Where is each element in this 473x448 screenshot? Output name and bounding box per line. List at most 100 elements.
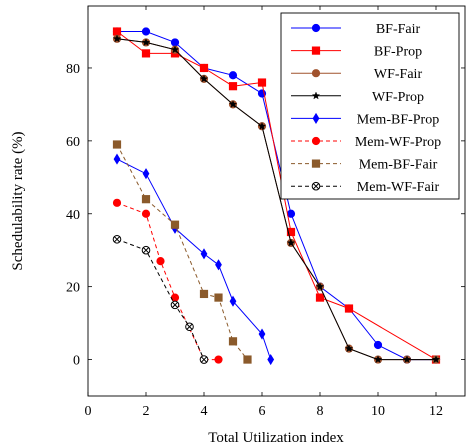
- legend-label-bf-fair: BF-Fair: [376, 22, 421, 37]
- legend-marker-mem-bf-prop: [312, 112, 320, 124]
- data-point-mem-wf-fair: [112, 234, 122, 244]
- x-tick-label: 12: [429, 404, 443, 419]
- data-point-mem-bf-prop: [113, 153, 121, 165]
- data-point-mem-bf-prop: [229, 295, 237, 307]
- legend-item-bf-fair: BF-Fair: [291, 22, 421, 37]
- data-point-mem-wf-fair: [141, 245, 151, 255]
- data-point-mem-wf-fair-cross: [143, 247, 149, 254]
- series-layer: [112, 27, 441, 366]
- data-point-bf-fair: [170, 38, 180, 47]
- data-point-mem-wf-fair-cross: [201, 356, 207, 363]
- legend-item-bf-prop: BF-Prop: [291, 45, 422, 60]
- y-tick-label: 80: [66, 62, 80, 77]
- data-point-wf-prop: [315, 282, 325, 291]
- legend-item-mem-wf-fair: Mem-WF-Fair: [291, 180, 440, 195]
- y-tick-label: 20: [66, 281, 80, 296]
- legend-marker-bf-fair: [311, 23, 321, 33]
- data-point-bf-prop: [228, 82, 238, 91]
- series-mem-wf-prop: [112, 198, 223, 364]
- series-mem-wf-fair: [112, 234, 209, 364]
- legend-label-mem-wf-prop: Mem-WF-Prop: [355, 135, 441, 150]
- y-axis-label: Schedulability rate (%): [10, 131, 26, 270]
- data-point-bf-prop: [141, 49, 151, 58]
- legend-marker-mem-wf-fair: [311, 181, 321, 191]
- data-point-bf-fair: [228, 71, 238, 80]
- legend-marker-wf-fair: [311, 69, 321, 78]
- data-point-wf-prop: [402, 355, 412, 364]
- legend-label-wf-prop: WF-Prop: [372, 90, 424, 105]
- series-line-bf-prop: [116, 31, 437, 361]
- data-point-mem-wf-prop: [156, 257, 165, 266]
- data-point-mem-bf-fair: [199, 289, 209, 299]
- data-point-mem-wf-fair-cross: [186, 323, 193, 330]
- data-point-mem-bf-fair: [214, 293, 223, 302]
- data-point-wf-prop: [170, 45, 180, 54]
- data-point-bf-prop: [286, 227, 296, 237]
- data-point-mem-wf-fair-cross: [114, 236, 120, 243]
- x-tick-label: 4: [201, 404, 208, 419]
- legend-item-mem-bf-fair: Mem-BF-Fair: [291, 158, 438, 173]
- data-point-bf-prop: [315, 293, 325, 302]
- data-point-bf-fair: [286, 209, 296, 218]
- data-point-bf-prop: [257, 78, 267, 87]
- legend-marker-wf-prop: [311, 91, 321, 100]
- data-point-mem-wf-fair: [170, 300, 180, 310]
- legend-label-mem-bf-prop: Mem-BF-Prop: [357, 112, 439, 127]
- data-point-wf-prop: [228, 100, 238, 108]
- x-tick-label: 8: [317, 404, 324, 419]
- data-point-wf-prop: [257, 121, 267, 130]
- data-point-bf-fair: [373, 340, 383, 350]
- data-point-mem-wf-fair: [199, 355, 209, 364]
- axis-ticks: 0 2 4 6 8 10 12 0 20 40 60 80: [66, 6, 465, 419]
- x-tick-label: 2: [143, 404, 150, 419]
- data-point-wf-prop: [431, 355, 441, 364]
- data-point-mem-bf-prop: [142, 168, 150, 180]
- y-tick-label: 0: [73, 354, 80, 369]
- series-line-mem-bf-fair: [116, 144, 248, 360]
- data-point-mem-bf-prop: [267, 353, 275, 366]
- data-point-mem-bf-fair: [170, 220, 180, 229]
- data-point-mem-bf-fair: [141, 195, 151, 204]
- legend-marker-mem-wf-prop: [311, 136, 321, 146]
- data-point-mem-bf-prop: [200, 248, 208, 260]
- y-tick-label: 60: [66, 135, 80, 150]
- data-point-mem-bf-fair: [112, 140, 122, 149]
- data-point-wf-prop: [286, 238, 296, 247]
- data-point-bf-prop: [344, 304, 354, 313]
- legend-marker-mem-wf-fair-cross: [313, 183, 319, 190]
- legend-marker-mem-bf-fair: [311, 159, 321, 168]
- x-axis-label: Total Utilization index: [208, 430, 344, 446]
- series-line-mem-wf-prop: [116, 202, 219, 361]
- data-point-wf-prop: [344, 344, 354, 353]
- series-mem-bf-fair: [112, 140, 252, 364]
- plot-frame: [87, 5, 466, 397]
- series-line-wf-prop: [116, 38, 436, 361]
- data-point-wf-prop: [141, 38, 151, 46]
- legend-box: [280, 12, 460, 200]
- data-point-mem-wf-fair: [185, 322, 194, 332]
- legend-item-mem-wf-prop: Mem-WF-Prop: [291, 135, 441, 150]
- data-point-wf-prop: [112, 34, 122, 43]
- series-line-bf-fair: [117, 31, 436, 361]
- data-point-bf-fair: [141, 27, 151, 36]
- legend-marker-bf-prop: [311, 46, 321, 55]
- legend-item-wf-prop: WF-Prop: [291, 90, 424, 105]
- data-point-mem-wf-prop: [141, 209, 151, 218]
- data-point-mem-bf-prop: [258, 328, 266, 340]
- legend-label-bf-prop: BF-Prop: [374, 45, 422, 60]
- series-wf-prop: [112, 34, 441, 364]
- data-point-wf-prop: [199, 74, 209, 83]
- x-tick-label: 6: [259, 404, 266, 419]
- data-point-bf-prop: [199, 63, 209, 73]
- data-point-mem-bf-fair: [243, 355, 252, 364]
- legend-item-mem-bf-prop: Mem-BF-Prop: [291, 112, 439, 127]
- data-point-mem-wf-prop: [112, 198, 122, 207]
- legend-label-mem-wf-fair: Mem-WF-Fair: [357, 180, 440, 195]
- legend-item-wf-fair: WF-Fair: [291, 67, 422, 82]
- legend-label-wf-fair: WF-Fair: [374, 67, 423, 82]
- data-point-mem-wf-fair-cross: [172, 301, 178, 308]
- series-mem-bf-prop: [113, 153, 275, 366]
- x-tick-label: 0: [85, 404, 92, 419]
- data-point-mem-wf-prop: [214, 355, 223, 364]
